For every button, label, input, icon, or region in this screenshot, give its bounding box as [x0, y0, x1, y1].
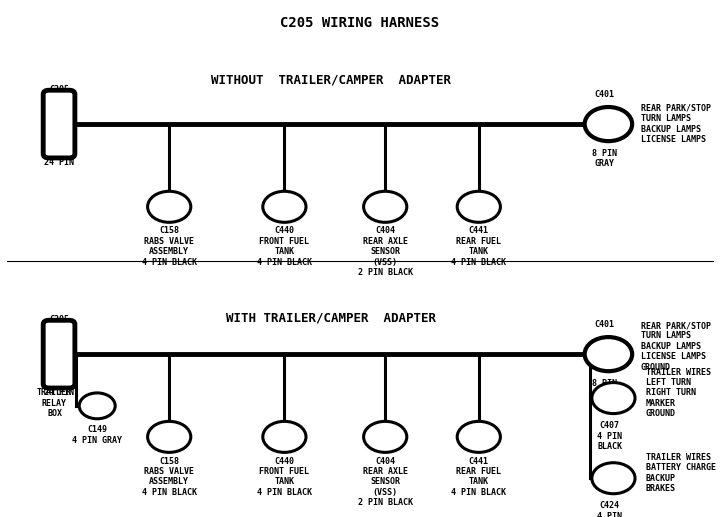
Circle shape: [148, 421, 191, 452]
Text: C158
RABS VALVE
ASSEMBLY
4 PIN BLACK: C158 RABS VALVE ASSEMBLY 4 PIN BLACK: [142, 457, 197, 497]
Circle shape: [263, 191, 306, 222]
Text: C404
REAR AXLE
SENSOR
(VSS)
2 PIN BLACK: C404 REAR AXLE SENSOR (VSS) 2 PIN BLACK: [358, 457, 413, 507]
Text: WITHOUT  TRAILER/CAMPER  ADAPTER: WITHOUT TRAILER/CAMPER ADAPTER: [211, 73, 451, 87]
Circle shape: [457, 421, 500, 452]
Text: 24 PIN: 24 PIN: [44, 158, 74, 166]
Text: 8 PIN
GRAY: 8 PIN GRAY: [593, 379, 617, 399]
Text: TRAILER WIRES
LEFT TURN
RIGHT TURN
MARKER
GROUND: TRAILER WIRES LEFT TURN RIGHT TURN MARKE…: [646, 368, 711, 418]
Circle shape: [592, 463, 635, 494]
Text: C158
RABS VALVE
ASSEMBLY
4 PIN BLACK: C158 RABS VALVE ASSEMBLY 4 PIN BLACK: [142, 226, 197, 267]
Text: C407
4 PIN
BLACK: C407 4 PIN BLACK: [598, 421, 622, 451]
Text: C149
4 PIN GRAY: C149 4 PIN GRAY: [72, 425, 122, 445]
Text: C401: C401: [595, 90, 615, 99]
Circle shape: [585, 337, 632, 371]
Text: C401: C401: [595, 321, 615, 329]
Circle shape: [79, 393, 115, 419]
Circle shape: [592, 383, 635, 414]
FancyBboxPatch shape: [43, 90, 75, 158]
Circle shape: [585, 107, 632, 141]
Text: C441
REAR FUEL
TANK
4 PIN BLACK: C441 REAR FUEL TANK 4 PIN BLACK: [451, 226, 506, 267]
Text: C205: C205: [49, 85, 69, 94]
Circle shape: [148, 191, 191, 222]
Text: TRAILER
RELAY
BOX: TRAILER RELAY BOX: [37, 388, 72, 418]
Text: C440
FRONT FUEL
TANK
4 PIN BLACK: C440 FRONT FUEL TANK 4 PIN BLACK: [257, 457, 312, 497]
Text: WITH TRAILER/CAMPER  ADAPTER: WITH TRAILER/CAMPER ADAPTER: [226, 311, 436, 325]
Circle shape: [263, 421, 306, 452]
Text: 8 PIN
GRAY: 8 PIN GRAY: [593, 149, 617, 169]
Circle shape: [457, 191, 500, 222]
Text: TRAILER WIRES
BATTERY CHARGE
BACKUP
BRAKES: TRAILER WIRES BATTERY CHARGE BACKUP BRAK…: [646, 453, 716, 493]
Text: 24 PIN: 24 PIN: [44, 388, 74, 397]
Text: C205: C205: [49, 315, 69, 324]
Text: C440
FRONT FUEL
TANK
4 PIN BLACK: C440 FRONT FUEL TANK 4 PIN BLACK: [257, 226, 312, 267]
Text: C404
REAR AXLE
SENSOR
(VSS)
2 PIN BLACK: C404 REAR AXLE SENSOR (VSS) 2 PIN BLACK: [358, 226, 413, 277]
FancyBboxPatch shape: [43, 320, 75, 388]
Text: C205 WIRING HARNESS: C205 WIRING HARNESS: [280, 16, 440, 31]
Text: C441
REAR FUEL
TANK
4 PIN BLACK: C441 REAR FUEL TANK 4 PIN BLACK: [451, 457, 506, 497]
Text: REAR PARK/STOP
TURN LAMPS
BACKUP LAMPS
LICENSE LAMPS
GROUND: REAR PARK/STOP TURN LAMPS BACKUP LAMPS L…: [641, 321, 711, 372]
Text: C424
4 PIN
GRAY: C424 4 PIN GRAY: [598, 501, 622, 517]
Text: REAR PARK/STOP
TURN LAMPS
BACKUP LAMPS
LICENSE LAMPS: REAR PARK/STOP TURN LAMPS BACKUP LAMPS L…: [641, 104, 711, 144]
Circle shape: [364, 421, 407, 452]
Circle shape: [364, 191, 407, 222]
